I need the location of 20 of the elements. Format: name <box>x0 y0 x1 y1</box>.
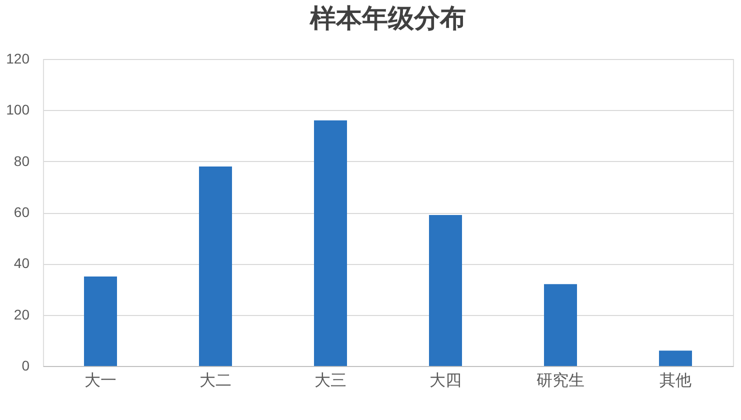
y-tick-label: 20 <box>14 306 30 322</box>
x-tick-label: 大二 <box>200 370 232 390</box>
x-tick-label: 大四 <box>430 370 462 390</box>
x-tick-label: 大一 <box>84 370 116 390</box>
chart-title: 样本年级分布 <box>309 4 466 34</box>
x-tick-label: 大三 <box>314 370 346 390</box>
y-tick-label: 100 <box>6 102 30 118</box>
x-tick-label: 研究生 <box>536 370 584 390</box>
y-tick-label: 60 <box>14 204 30 220</box>
y-tick-label: 80 <box>14 152 30 169</box>
bar <box>84 276 117 366</box>
bar <box>659 350 692 366</box>
bar <box>544 284 577 366</box>
y-tick-label: 40 <box>14 255 30 272</box>
bar <box>429 215 462 366</box>
bar <box>314 120 347 366</box>
x-tick-label: 其他 <box>660 370 692 390</box>
bar <box>199 166 232 366</box>
y-tick-label: 0 <box>22 358 30 374</box>
y-tick-label: 120 <box>6 50 30 66</box>
